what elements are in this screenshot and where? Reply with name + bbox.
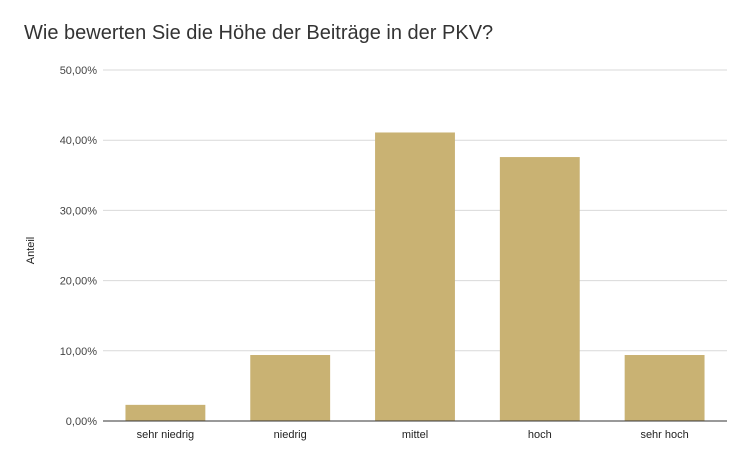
bar-mittel xyxy=(375,132,455,421)
x-axis-labels: sehr niedrig niedrig mittel hoch sehr hoch xyxy=(137,429,689,441)
x-category-label: sehr niedrig xyxy=(137,429,194,441)
bar-hoch xyxy=(499,157,580,421)
chart-title: Wie bewerten Sie die Höhe der Beiträge i… xyxy=(24,22,494,44)
y-tick-label: 30,00% xyxy=(60,205,98,217)
x-category-label: mittel xyxy=(402,429,428,441)
bar-sehr-niedrig xyxy=(125,404,206,421)
x-category-label: niedrig xyxy=(274,429,307,441)
x-category-label: sehr hoch xyxy=(640,429,688,441)
bars xyxy=(125,132,705,421)
bar-sehr-hoch xyxy=(624,355,705,421)
y-tick-label: 20,00% xyxy=(60,276,98,288)
y-tick-label: 10,00% xyxy=(60,346,98,358)
y-tick-label: 0,00% xyxy=(66,416,97,428)
x-category-label: hoch xyxy=(528,429,552,441)
y-axis-title: Anteil xyxy=(25,237,37,265)
y-tick-label: 40,00% xyxy=(60,135,98,147)
y-tick-label: 50,00% xyxy=(60,65,98,77)
bar-niedrig xyxy=(250,355,331,421)
y-axis-ticks: 0,00% 10,00% 20,00% 30,00% 40,00% 50,00% xyxy=(60,65,98,428)
